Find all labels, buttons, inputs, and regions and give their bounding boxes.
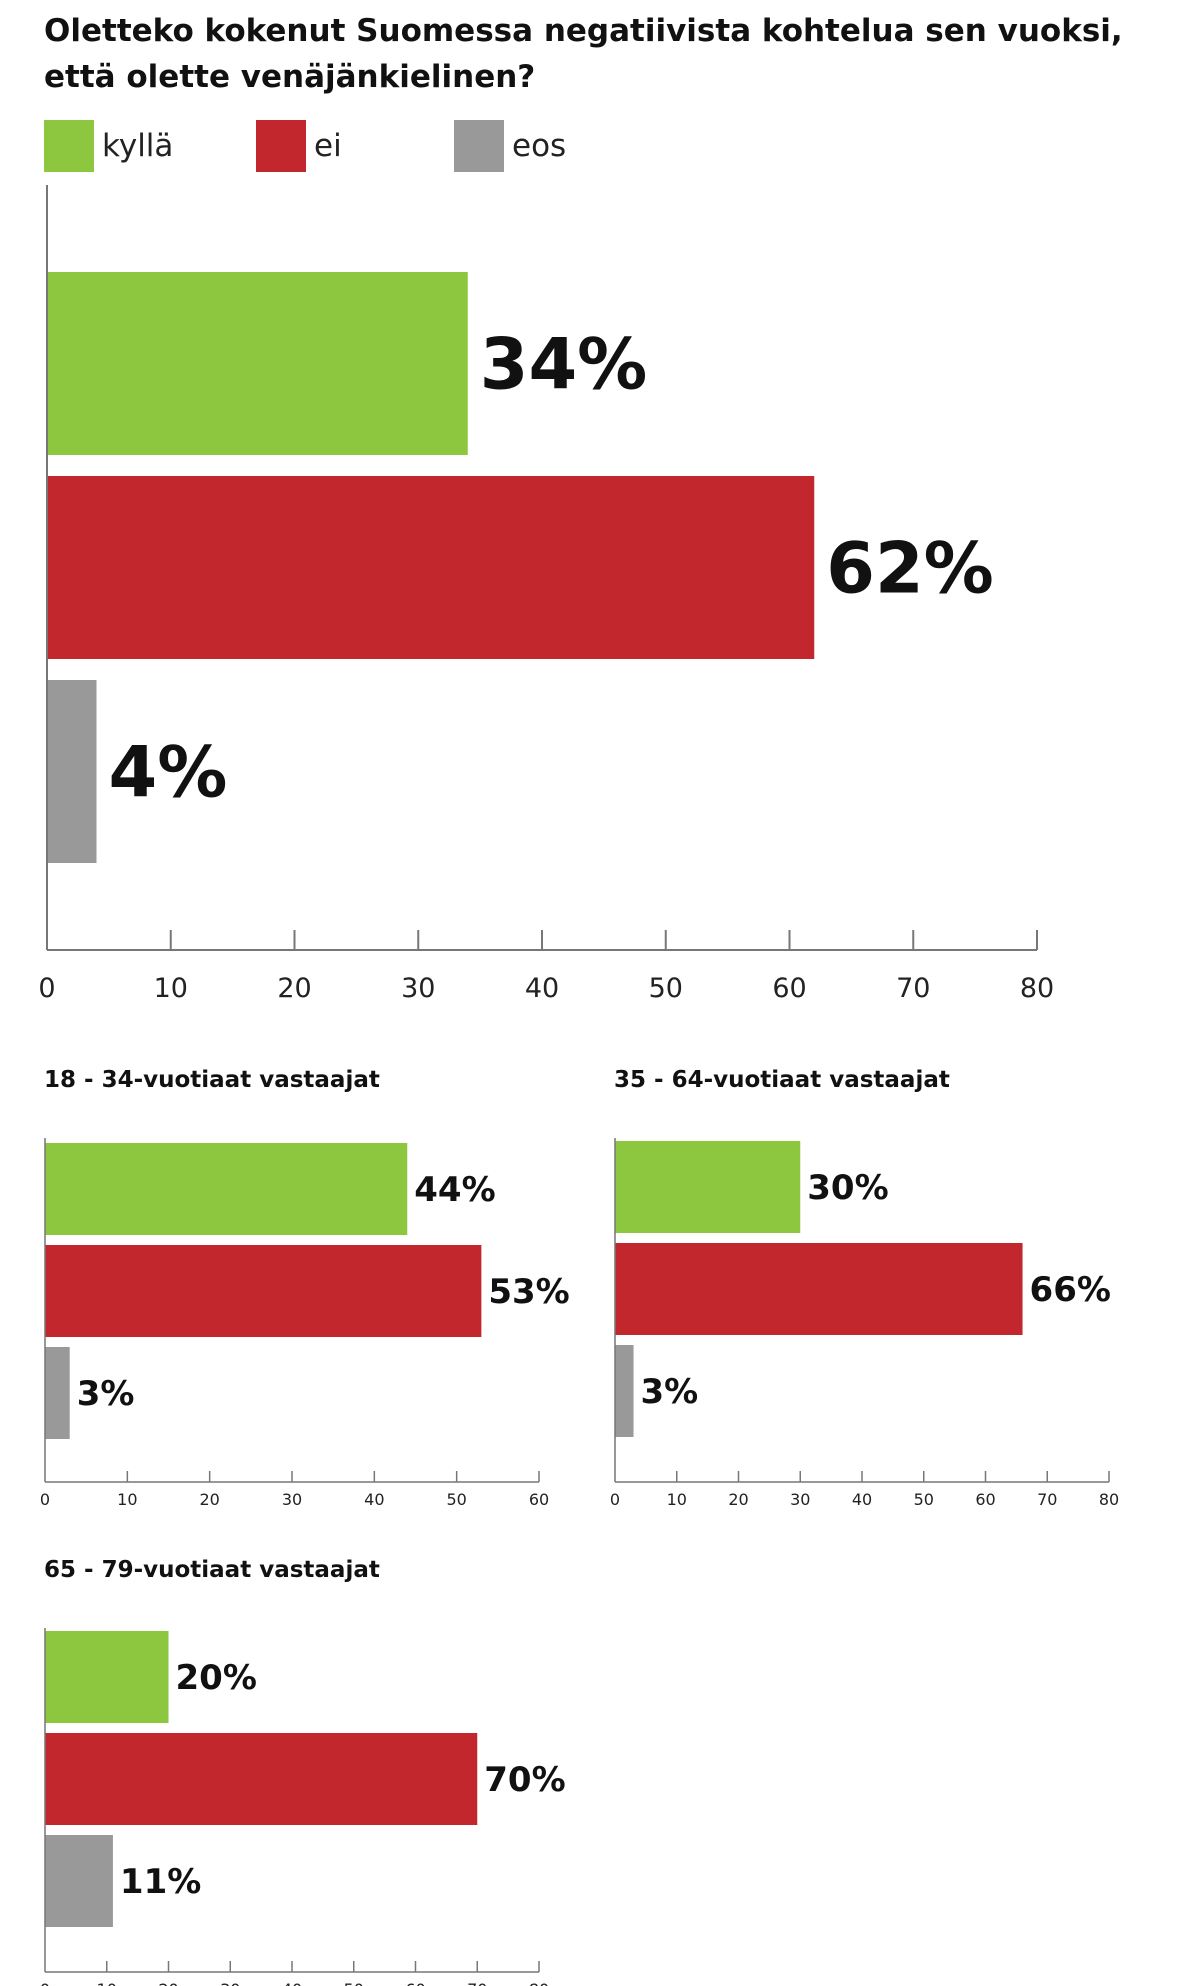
legend-label-eos: eos [512,128,567,164]
legend-label-kylla: kyllä [102,128,174,164]
chart3-tick-label-10: 10 [667,1490,687,1509]
chart1-tick-label-0: 0 [38,973,55,1004]
chart2-value-label-ei: 53% [488,1272,569,1312]
chart2-tick-label-60: 60 [529,1490,549,1509]
chart3-title: 35 - 64-vuotiaat vastaajat [614,1067,950,1093]
chart1-value-label-kylla: 34% [480,324,648,406]
legend-item-kylla: kyllä [44,120,173,172]
chart4-value-label-eos: 11% [120,1862,201,1902]
chart2-value-label-kylla: 44% [414,1170,495,1210]
chart1-tick-label-70: 70 [896,973,930,1004]
chart3-tick-label-0: 0 [610,1490,620,1509]
chart1-value-label-eos: 4% [109,732,228,814]
chart4-tick-label-10: 10 [97,1980,117,1986]
chart2-tick-label-20: 20 [199,1490,219,1509]
chart4-tick-label-40: 40 [282,1980,302,1986]
chart3-tick-label-60: 60 [975,1490,995,1509]
chart1-bar-ei [47,476,815,659]
chart3-bar-ei [615,1243,1023,1335]
chart1-value-label-ei: 62% [826,528,994,610]
chart1-tick-label-10: 10 [154,973,188,1004]
chart4-bar-kylla [45,1631,169,1723]
chart3-value-label-kylla: 30% [807,1168,888,1208]
chart1-tick-label-60: 60 [772,973,806,1004]
chart4-tick-label-80: 80 [529,1980,549,1986]
legend-item-eos: eos [454,120,566,172]
legend-item-ei: ei [256,120,342,172]
chart4-tick-label-30: 30 [220,1980,240,1986]
legend-swatch-kylla [44,120,94,172]
chart2-bar-eos [45,1347,70,1439]
chart1-tick-label-30: 30 [401,973,435,1004]
chart1-tick-label-50: 50 [649,973,683,1004]
chart4-value-label-ei: 70% [484,1760,565,1800]
chart1-bar-eos [47,680,97,863]
chart1-tick-label-80: 80 [1020,973,1054,1004]
chart1-tick-label-40: 40 [525,973,559,1004]
chart3-tick-label-70: 70 [1037,1490,1057,1509]
chart3-tick-label-50: 50 [914,1490,934,1509]
chart4-value-label-kylla: 20% [176,1658,257,1698]
legend-swatch-ei [256,120,306,172]
chart3-bar-eos [615,1345,634,1437]
chart4-tick-label-70: 70 [467,1980,487,1986]
chart2-tick-label-10: 10 [117,1490,137,1509]
chart3-tick-label-30: 30 [790,1490,810,1509]
chart2-bar-ei [45,1245,482,1337]
chart3-value-label-ei: 66% [1030,1270,1111,1310]
chart2-tick-label-0: 0 [40,1490,50,1509]
chart1-tick-label-20: 20 [277,973,311,1004]
legend-swatch-eos [454,120,504,172]
chart4-tick-label-20: 20 [158,1980,178,1986]
chart2-value-label-eos: 3% [77,1374,135,1414]
legend: kyllä ei eos [44,120,1144,172]
chart2-bar-kylla [45,1143,408,1235]
chart1-bar-kylla [47,272,468,455]
chart3-bar-kylla [615,1141,801,1233]
chart3-tick-label-40: 40 [852,1490,872,1509]
legend-label-ei: ei [314,128,342,164]
chart4-tick-label-0: 0 [40,1980,50,1986]
chart2-tick-label-50: 50 [446,1490,466,1509]
chart4-bar-eos [45,1835,113,1927]
chart4-tick-label-60: 60 [405,1980,425,1986]
chart4-bar-ei [45,1733,478,1825]
chart3-tick-label-20: 20 [728,1490,748,1509]
chart4-title: 65 - 79-vuotiaat vastaajat [44,1557,380,1583]
chart3-value-label-eos: 3% [641,1372,699,1412]
chart-title: Oletteko kokenut Suomessa negatiivista k… [44,13,1123,95]
chart2-tick-label-30: 30 [282,1490,302,1509]
chart4-tick-label-50: 50 [344,1980,364,1986]
chart2-tick-label-40: 40 [364,1490,384,1509]
chart2-title: 18 - 34-vuotiaat vastaajat [44,1067,380,1093]
chart3-tick-label-80: 80 [1099,1490,1119,1509]
